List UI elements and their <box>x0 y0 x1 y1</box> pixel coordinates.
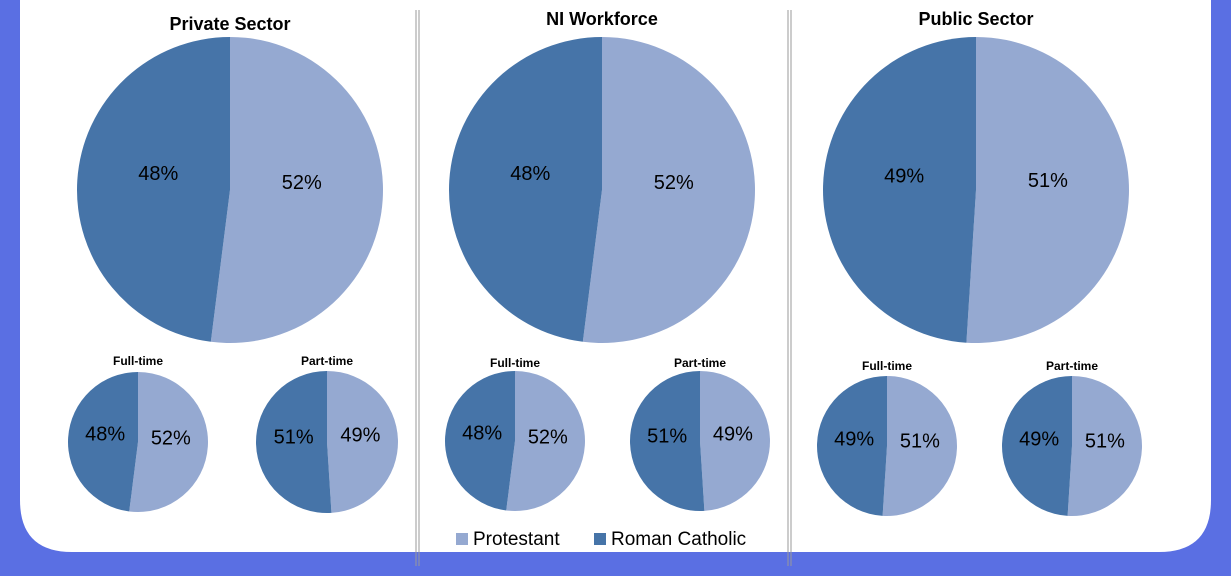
pie-title: Part-time <box>1046 359 1098 373</box>
pie-slice <box>1001 376 1072 516</box>
legend-swatch <box>594 533 606 545</box>
pie-slice <box>823 37 976 343</box>
pie-slice <box>700 371 771 511</box>
value-label: 52% <box>151 427 191 449</box>
pie-title: Private Sector <box>169 14 290 34</box>
pie-slice <box>966 37 1130 343</box>
value-label: 49% <box>834 428 874 450</box>
pie-title: Part-time <box>674 356 726 370</box>
pie-title: Public Sector <box>918 9 1033 29</box>
value-label: 51% <box>647 425 687 447</box>
value-label: 51% <box>1028 170 1068 192</box>
value-label: 48% <box>510 163 550 185</box>
value-label: 49% <box>713 423 753 445</box>
pie-slice <box>76 37 231 342</box>
pie-slice <box>445 371 515 511</box>
value-label: 52% <box>282 172 322 194</box>
pie-slice <box>630 371 705 511</box>
pie-title: Part-time <box>301 354 353 368</box>
value-label: 52% <box>528 426 568 448</box>
legend-swatch <box>456 533 468 545</box>
legend-label: Protestant <box>473 529 560 550</box>
value-label: 49% <box>884 165 924 187</box>
pie-slice <box>506 371 585 511</box>
legend-label: Roman Catholic <box>611 529 746 550</box>
dividers <box>415 10 792 566</box>
pie-slice <box>327 370 399 513</box>
value-label: 49% <box>340 424 380 446</box>
pie-title: Full-time <box>490 356 540 370</box>
value-label: 51% <box>274 426 314 448</box>
pie-slice <box>448 37 602 342</box>
value-label: 48% <box>462 422 502 444</box>
pie-slice <box>129 372 209 512</box>
pie-title: Full-time <box>113 354 163 368</box>
value-label: 52% <box>654 172 694 194</box>
value-label: 51% <box>900 430 940 452</box>
value-label: 48% <box>138 163 178 185</box>
pie-title: NI Workforce <box>546 9 658 29</box>
value-label: 48% <box>85 423 125 445</box>
pie-slice <box>816 376 887 516</box>
pie-slice <box>1067 376 1142 516</box>
pie-slice <box>256 371 332 513</box>
value-label: 51% <box>1085 430 1125 452</box>
pie-title: Full-time <box>862 359 912 373</box>
pie-slice <box>582 37 755 343</box>
value-label: 49% <box>1019 428 1059 450</box>
pie-slice <box>882 376 957 516</box>
pie-slice <box>68 372 138 512</box>
pie-slice <box>210 37 383 343</box>
